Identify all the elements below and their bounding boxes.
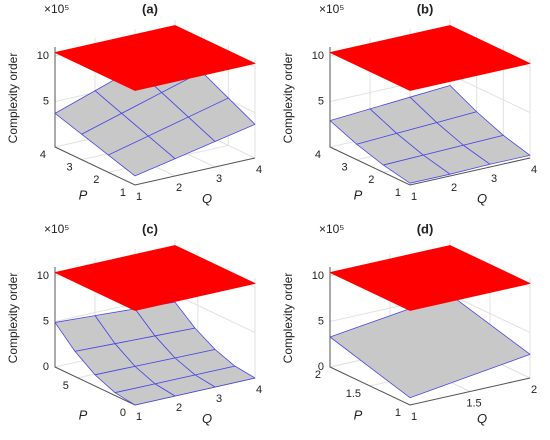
y-axis-label: P <box>79 407 88 422</box>
z-multiplier: ×10⁵ <box>44 2 69 16</box>
x-tick-label: 1 <box>136 411 142 423</box>
y-tick-label: 1.5 <box>346 388 361 400</box>
surface-cell <box>54 25 256 91</box>
surface-cell <box>114 383 176 406</box>
surface-cell <box>54 245 256 311</box>
y-axis-label: P <box>354 187 363 202</box>
x-axis-label: Q <box>202 191 212 206</box>
y-tick-label: 2 <box>93 174 99 186</box>
y-axis-label: P <box>79 187 88 202</box>
surface-cell <box>107 135 176 177</box>
y-tick-label: 3 <box>342 162 348 174</box>
z-tick-label: 10 <box>312 50 324 62</box>
x-axis-label: Q <box>477 191 487 206</box>
chart-title: (c) <box>142 221 158 236</box>
y-tick-label: 2 <box>315 369 321 381</box>
x-tick-label: 1 <box>411 191 417 203</box>
z-multiplier: ×10⁵ <box>319 2 344 16</box>
y-tick-label: 5 <box>63 380 69 392</box>
z-tick-label: 0 <box>43 361 49 373</box>
z-axis-label: Complexity order <box>6 53 20 144</box>
x-tick-label: 1.5 <box>466 397 481 409</box>
surface-cell <box>329 25 531 91</box>
surface-cell <box>329 294 531 399</box>
y-axis-label: P <box>354 407 363 422</box>
x-tick-label: 2 <box>451 182 457 194</box>
surface-cell <box>382 154 451 184</box>
x-tick-label: 2 <box>176 402 182 414</box>
surface-cell <box>329 245 531 311</box>
y-tick-label: 4 <box>315 149 321 161</box>
x-axis-label: Q <box>477 411 487 426</box>
x-tick-label: 4 <box>531 164 537 176</box>
z-tick-label: 5 <box>43 95 49 107</box>
y-tick-label: 4 <box>40 149 46 161</box>
chart-title: (b) <box>417 1 434 16</box>
y-tick-label: 0 <box>120 407 126 419</box>
x-axis-label: Q <box>202 411 212 426</box>
y-tick-label: 3 <box>67 162 73 174</box>
y-tick-label: 1 <box>395 407 401 419</box>
axis-line <box>329 267 531 406</box>
axis-line <box>329 47 531 186</box>
panel: 5 10 1 2 3 4 1 2 3 4 (a) ×10⁵ Complexity order Q P <box>6 1 262 206</box>
panel: 0 5 10 1 1.5 2 1 1.5 2 (d) ×10⁵ Complexity order Q P <box>281 221 537 426</box>
z-axis-label: Complexity order <box>281 53 295 144</box>
axis-line <box>54 47 256 186</box>
z-tick-label: 0 <box>318 361 324 373</box>
x-tick-label: 3 <box>216 393 222 405</box>
y-tick-label: 2 <box>368 174 374 186</box>
x-tick-label: 3 <box>491 173 497 185</box>
panel: 5 10 1 2 3 4 1 2 3 4 (b) ×10⁵ Complexity order Q P <box>281 1 537 206</box>
x-tick-label: 1 <box>411 411 417 423</box>
z-tick-label: 10 <box>37 50 49 62</box>
z-multiplier: ×10⁵ <box>319 222 344 236</box>
y-tick-label: 1 <box>120 187 126 199</box>
panel: 0 5 10 1 2 3 4 0 5 (c) ×10⁵ Complexity order Q P <box>6 221 262 426</box>
z-tick-label: 5 <box>318 315 324 327</box>
x-tick-label: 2 <box>531 384 537 396</box>
chart-title: (d) <box>417 221 434 236</box>
z-axis-label: Complexity order <box>281 273 295 364</box>
x-tick-label: 3 <box>216 173 222 185</box>
z-tick-label: 10 <box>312 270 324 282</box>
x-tick-label: 1 <box>136 191 142 203</box>
z-tick-label: 10 <box>37 270 49 282</box>
x-tick-label: 2 <box>176 182 182 194</box>
x-tick-label: 4 <box>256 164 262 176</box>
z-tick-label: 5 <box>43 315 49 327</box>
z-tick-label: 5 <box>318 95 324 107</box>
chart-title: (a) <box>142 1 158 16</box>
z-multiplier: ×10⁵ <box>44 222 69 236</box>
y-tick-label: 1 <box>395 187 401 199</box>
z-axis-label: Complexity order <box>6 273 20 364</box>
x-tick-label: 4 <box>256 384 262 396</box>
